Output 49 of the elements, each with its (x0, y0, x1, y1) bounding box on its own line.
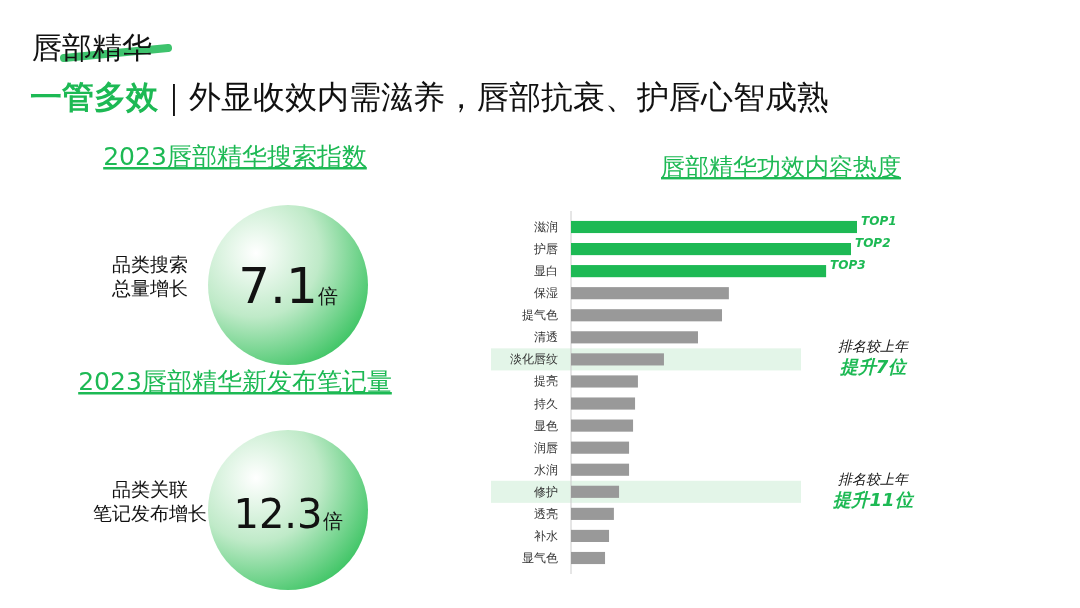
y-tick-label: 润唇 (534, 440, 558, 455)
bar (571, 463, 630, 476)
text: 品类搜索 (112, 253, 188, 275)
y-tick-label: 提气色 (522, 308, 558, 323)
annotation: TOP1 (861, 214, 897, 228)
annotation: 提升7位 (838, 356, 909, 378)
text: 2023唇部精华搜索指数 (103, 142, 367, 171)
annotation: 提升11位 (832, 488, 915, 510)
y-tick-label: 持久 (534, 396, 558, 411)
text: 2023唇部精华新发布笔记量 (78, 367, 392, 396)
bar (571, 220, 857, 234)
y-tick-label: 补水 (534, 528, 558, 543)
bar (571, 529, 610, 542)
bar (571, 485, 620, 498)
bar (571, 265, 827, 278)
bar (571, 375, 638, 388)
text: 总量增长 (111, 277, 188, 299)
bar (571, 551, 606, 565)
y-tick-label: 透亮 (534, 506, 558, 521)
y-tick-label: 护唇 (533, 242, 558, 257)
bar (571, 441, 630, 454)
annotation: 排名较上年 (838, 338, 909, 355)
text: 一管多效｜外显收效内需滋养，唇部抗衰、护唇心智成熟 (30, 78, 829, 116)
y-tick-label: 提亮 (534, 374, 558, 389)
annotation: 排名较上年 (838, 470, 909, 487)
bar (571, 287, 729, 300)
text: 笔记发布增长 (93, 502, 207, 524)
bar (571, 353, 664, 366)
y-tick-label: 显色 (534, 418, 558, 433)
text: 7.1倍 (238, 257, 338, 315)
y-tick-label: 滋润 (534, 220, 558, 234)
annotation: TOP3 (830, 258, 866, 273)
y-tick-label: 清透 (534, 330, 558, 345)
text: 品类关联 (112, 478, 188, 500)
y-tick-label: 修护 (534, 484, 558, 499)
y-tick-label: 淡化唇纹 (510, 352, 558, 367)
bar (571, 243, 851, 256)
text: 12.3倍 (233, 491, 343, 537)
annotation: TOP2 (854, 236, 891, 251)
y-tick-label: 水润 (534, 462, 558, 477)
bar (571, 397, 636, 410)
bar (571, 331, 698, 344)
y-tick-label: 显白 (534, 264, 558, 279)
y-tick-label: 显气色 (522, 551, 558, 565)
chart-title: 唇部精华功效内容热度 (661, 153, 901, 181)
bar (571, 507, 614, 520)
bar (571, 309, 723, 322)
y-tick-label: 保湿 (534, 286, 558, 301)
bar (571, 419, 634, 432)
